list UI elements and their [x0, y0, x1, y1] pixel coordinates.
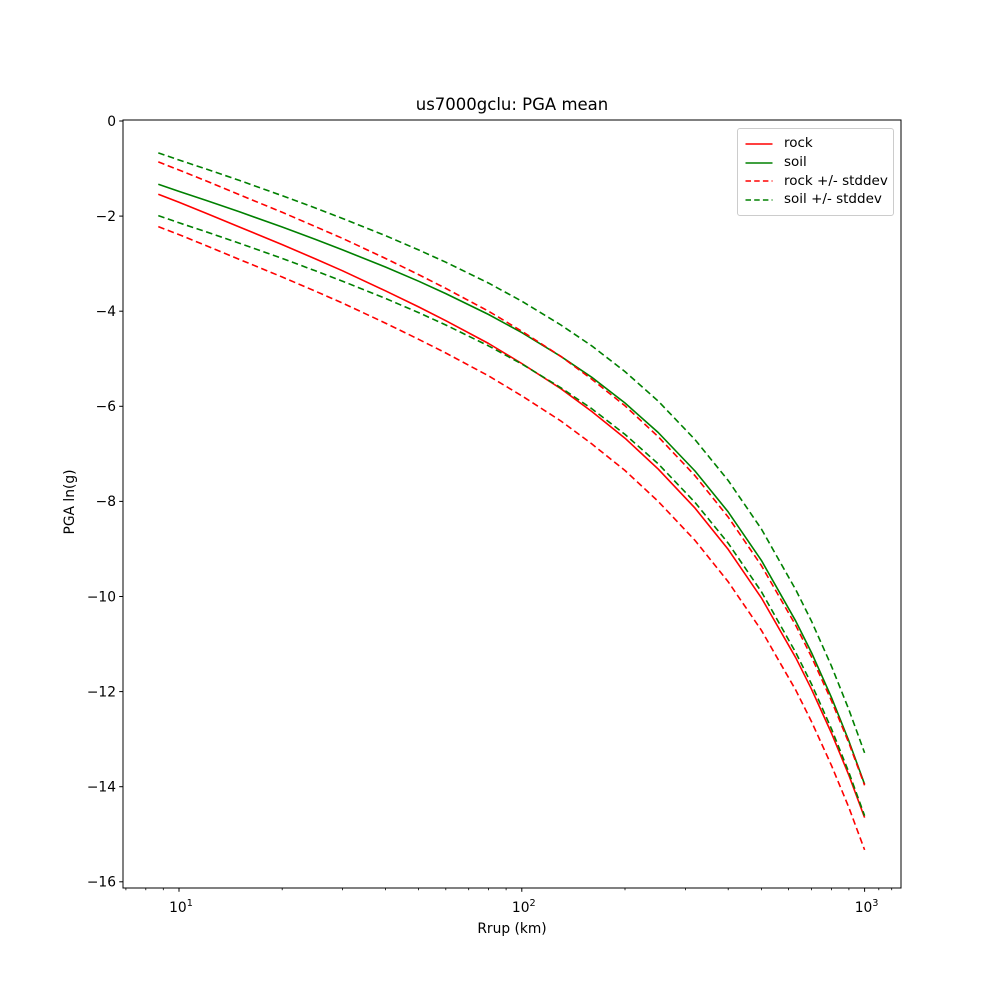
- y-tick-label: −16: [87, 875, 116, 891]
- curve-soil-stddev: [158, 152, 866, 754]
- legend-label-soil: soil: [784, 153, 807, 170]
- y-tick-label: −10: [87, 589, 116, 605]
- y-tick-label: −8: [96, 494, 116, 510]
- x-tick-label: 102: [512, 898, 536, 916]
- x-axis-label: Rrup (km): [477, 921, 547, 937]
- y-tick-label: −14: [87, 780, 116, 796]
- y-tick-label: 0: [107, 114, 116, 130]
- axes-frame: [122, 119, 902, 889]
- y-tick-label: −6: [96, 399, 116, 415]
- legend-line-rock-stddev: [745, 180, 773, 183]
- curve-rock-stddev: [158, 225, 866, 851]
- legend-item-soil: soil: [745, 153, 886, 170]
- y-axis-label: PGA ln(g): [62, 469, 78, 535]
- legend-label-rock-stddev: rock +/- stddev: [784, 172, 888, 189]
- legend-line-soil-stddev: [745, 199, 773, 201]
- legend-label-soil-stddev: soil +/- stddev: [784, 191, 882, 208]
- curve-soil: [158, 183, 866, 785]
- curve-rock: [158, 193, 866, 818]
- x-tick-label: 101: [169, 898, 193, 916]
- legend-item-rock: rock: [745, 137, 886, 151]
- x-tick-label: 103: [855, 898, 879, 916]
- legend-line-rock: [745, 143, 773, 145]
- legend-item-rock-stddev: rock +/- stddev: [745, 172, 888, 189]
- curve-soil-stddev: [158, 214, 866, 816]
- legend-label-rock: rock: [784, 135, 813, 152]
- chart-title: us7000gclu: PGA mean: [415, 95, 609, 114]
- y-tick-label: −2: [96, 209, 116, 225]
- legend-item-soil-stddev: soil +/- stddev: [745, 193, 886, 207]
- legend-line-soil: [745, 161, 773, 164]
- curve-rock-stddev: [158, 161, 866, 786]
- legend: rock soil rock +/- stddev soil +/- stdde…: [737, 128, 894, 216]
- y-tick-label: −12: [87, 684, 116, 700]
- y-tick-label: −4: [96, 304, 116, 320]
